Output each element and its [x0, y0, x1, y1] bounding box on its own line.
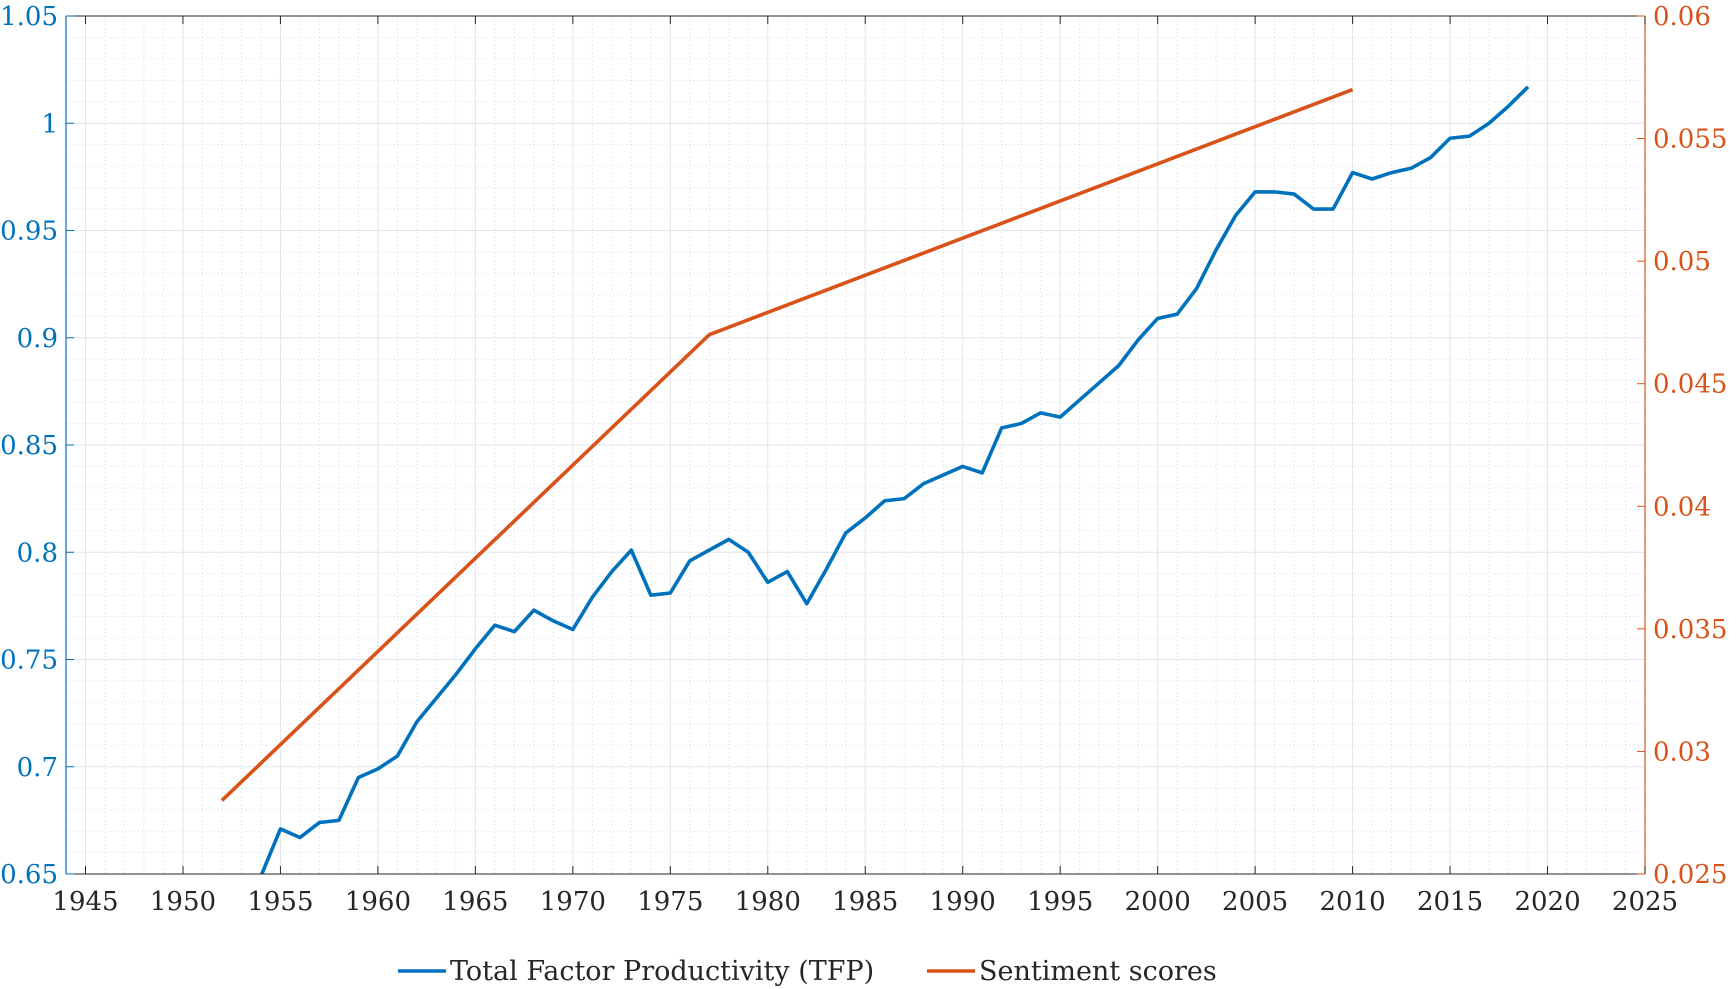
x-tick-label: 2000 [1125, 887, 1191, 917]
x-tick-label: 1970 [540, 887, 606, 917]
y-right-tick-label: 0.04 [1653, 492, 1711, 522]
y-left-tick-label: 0.75 [0, 646, 58, 676]
x-tick-label: 1965 [442, 887, 508, 917]
y-left-tick-label: 1.05 [0, 2, 58, 32]
x-tick-label: 2015 [1417, 887, 1483, 917]
y-left-tick-label: 0.65 [0, 860, 58, 890]
x-tick-label: 1960 [345, 887, 411, 917]
legend-label-sentiment: Sentiment scores [979, 956, 1217, 987]
x-tick-label: 2025 [1612, 887, 1678, 917]
y-right-tick-label: 0.03 [1653, 737, 1711, 767]
sentiment-line [220, 87, 1354, 802]
x-tick-label: 1975 [637, 887, 703, 917]
y-left-tick-label: 0.8 [17, 538, 58, 568]
y-left-tick-label: 0.95 [0, 217, 58, 247]
x-axis: 1945 1950 1955 1960 1965 1970 1975 1980 1985 1990… [52, 16, 1678, 917]
y-axis-right: 0.025 0.03 0.035 0.04 0.045 0.05 0.055 0.06 [1637, 2, 1727, 890]
legend-label-tfp: Total Factor Productivity (TFP) [450, 956, 874, 987]
x-tick-label: 1990 [930, 887, 996, 917]
x-tick-label: 1985 [832, 887, 898, 917]
x-tick-label: 1995 [1027, 887, 1093, 917]
y-right-tick-label: 0.045 [1653, 370, 1727, 400]
x-tick-label: 1950 [150, 887, 216, 917]
y-left-tick-label: 0.85 [0, 431, 58, 461]
y-right-tick-label: 0.06 [1653, 2, 1711, 32]
series-layer [220, 85, 1530, 874]
y-left-tick-label: 1 [41, 109, 58, 139]
x-tick-label: 1980 [735, 887, 801, 917]
x-tick-label: 2010 [1320, 887, 1386, 917]
x-tick-label: 1945 [52, 887, 118, 917]
y-right-tick-label: 0.05 [1653, 247, 1711, 277]
y-left-tick-label: 0.7 [17, 753, 58, 783]
y-right-tick-label: 0.055 [1653, 125, 1727, 155]
y-right-tick-label: 0.035 [1653, 615, 1727, 645]
tfp-line [259, 85, 1530, 874]
x-tick-label: 1955 [247, 887, 313, 917]
x-tick-label: 2005 [1222, 887, 1288, 917]
y-axis-left: 0.65 0.7 0.75 0.8 0.85 0.9 0.95 1 1.05 [0, 2, 74, 890]
y-left-tick-label: 0.9 [17, 324, 58, 354]
x-tick-label: 2020 [1514, 887, 1580, 917]
y-right-tick-label: 0.025 [1653, 860, 1727, 890]
legend: Total Factor Productivity (TFP) Sentimen… [398, 956, 1217, 987]
